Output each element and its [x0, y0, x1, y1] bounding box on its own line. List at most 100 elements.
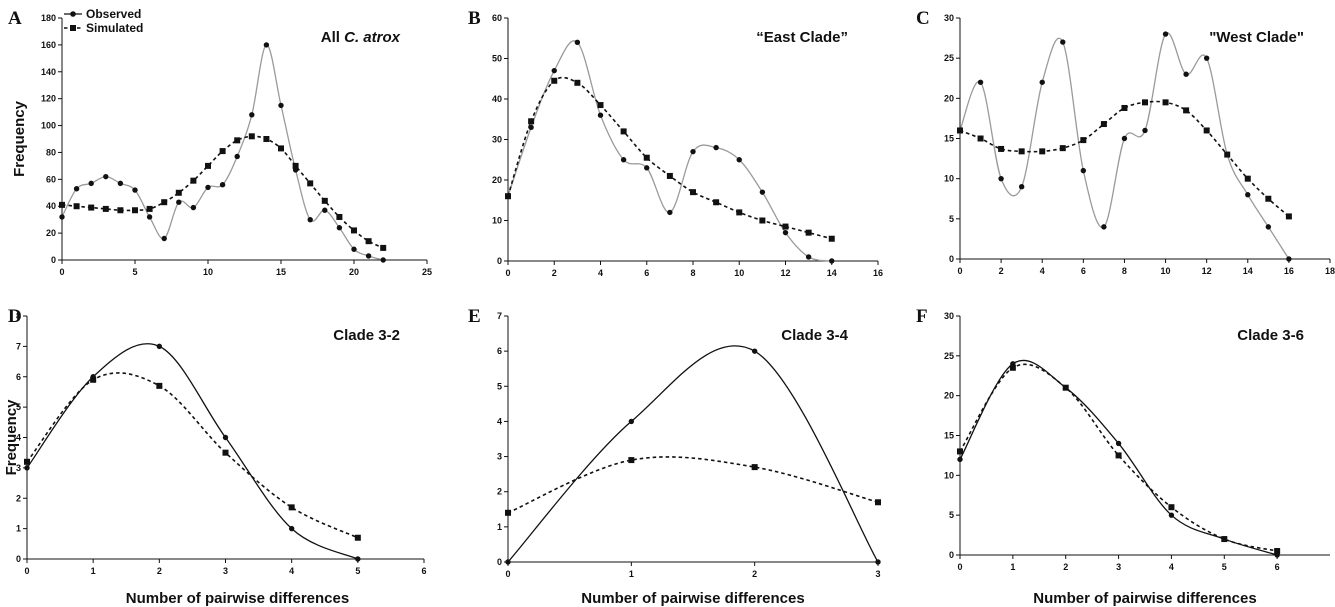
simulated-point-e — [628, 457, 635, 464]
simulated-point-c — [1039, 148, 1046, 155]
observed-point-c — [1265, 224, 1272, 230]
simulated-line-c — [959, 100, 1290, 218]
x-tick-label-f: 6 — [1275, 562, 1280, 572]
simulated-point-f — [1115, 452, 1122, 459]
y-tick-label-b: 10 — [492, 216, 502, 226]
x-tick-label-c: 2 — [999, 266, 1004, 276]
simulated-point-b — [782, 223, 789, 230]
observed-point-d — [156, 343, 163, 350]
observed-point-a — [190, 204, 197, 211]
x-tick-label-d: 2 — [157, 566, 162, 576]
y-tick-label-c: 30 — [944, 13, 954, 23]
panel-b: 0 10 20 30 40 50 60 0 2 4 6 8 10 12 14 16 B “East Clade” — [468, 8, 883, 278]
simulated-point-d — [354, 534, 361, 541]
simulated-point-b — [736, 209, 743, 216]
simulated-point-a — [351, 227, 357, 234]
simulated-point-c — [1203, 127, 1210, 134]
x-tick-label-a: 15 — [276, 267, 286, 277]
x-tick-label-f: 1 — [1010, 562, 1015, 572]
simulated-point-b — [666, 172, 673, 179]
observed-point-b — [782, 229, 789, 236]
observed-point-a — [351, 246, 357, 252]
simulated-point-c — [1285, 213, 1292, 220]
observed-point-b — [759, 189, 766, 195]
observed-point-f — [1115, 440, 1122, 447]
observed-point-c — [1203, 55, 1210, 61]
simulated-point-c — [1142, 99, 1148, 106]
simulated-point-e — [505, 509, 511, 516]
simulated-point-c — [1265, 195, 1272, 202]
simulated-line-a — [61, 135, 384, 249]
y-tick-label-c: 25 — [944, 53, 954, 63]
y-axis-label-d: Frequency — [3, 399, 20, 476]
x-tick-label-e: 1 — [629, 569, 634, 579]
x-tick-label-c: 4 — [1040, 266, 1045, 276]
simulated-point-a — [263, 136, 270, 142]
observed-point-b — [551, 67, 557, 74]
observed-point-b — [713, 144, 719, 151]
simulated-point-b — [690, 189, 696, 196]
x-tick-label-f: 2 — [1063, 562, 1068, 572]
observed-point-a — [307, 216, 313, 223]
observed-point-d — [222, 434, 229, 441]
panel-a: 0 20 40 60 80 100 120 140 160 180 0 5 10 15 20 25 A All C… — [8, 7, 432, 277]
observed-line-d — [26, 343, 359, 560]
y-tick-label-c: 0 — [949, 254, 954, 264]
x-tick-label-f: 4 — [1169, 562, 1174, 572]
y-tick-label-e: 7 — [497, 311, 502, 321]
observed-point-e — [751, 348, 758, 354]
legend-simulated-marker — [70, 25, 76, 31]
legend-simulated-label: Simulated — [86, 21, 143, 35]
panel-title-f: Clade 3-6 — [1237, 327, 1304, 344]
x-tick-label-a: 5 — [132, 267, 137, 277]
observed-line-c — [959, 32, 1290, 260]
observed-point-e — [505, 559, 511, 565]
panel-title-b: “East Clade” — [756, 29, 848, 46]
observed-point-c — [1162, 31, 1169, 37]
y-tick-label-e: 0 — [497, 557, 502, 567]
simulated-line-d — [26, 372, 359, 539]
simulated-point-d — [90, 376, 97, 383]
y-tick-label-a: 180 — [41, 13, 56, 23]
simulated-point-a — [307, 180, 314, 187]
simulated-point-c — [1018, 148, 1025, 155]
y-tick-label-f: 10 — [944, 470, 954, 480]
simulated-point-a — [102, 205, 109, 212]
observed-point-a — [336, 225, 343, 231]
x-tick-label-d: 4 — [289, 566, 294, 576]
observed-point-c — [1080, 167, 1087, 174]
x-tick-label-c: 10 — [1161, 266, 1171, 276]
observed-line-e — [507, 345, 879, 563]
observed-point-c — [1245, 192, 1251, 198]
y-tick-label-f: 20 — [944, 391, 954, 401]
simulated-point-c — [977, 135, 984, 142]
simulated-point-b — [551, 77, 558, 84]
x-tick-label-c: 12 — [1202, 266, 1212, 276]
panel-letter-a: A — [8, 8, 22, 29]
y-tick-label-e: 2 — [497, 487, 502, 497]
observed-point-d — [24, 465, 30, 471]
y-tick-label-f: 0 — [949, 550, 954, 560]
observed-point-b — [597, 112, 604, 118]
observed-point-c — [1183, 71, 1189, 77]
observed-point-b — [620, 157, 627, 163]
x-tick-label-b: 16 — [873, 268, 883, 278]
panel-letter-f: F — [916, 306, 928, 327]
y-tick-label-b: 40 — [492, 94, 502, 104]
x-tick-label-d: 3 — [223, 566, 228, 576]
y-tick-label-d: 5 — [16, 402, 21, 412]
y-tick-label-d: 7 — [16, 341, 21, 351]
simulated-point-d — [288, 504, 295, 511]
y-tick-label-c: 20 — [944, 93, 954, 103]
panel-title-c: "West Clade" — [1209, 29, 1304, 46]
x-tick-label-b: 8 — [690, 268, 695, 278]
y-tick-label-a: 60 — [46, 174, 56, 184]
y-tick-label-d: 8 — [16, 311, 21, 321]
observed-point-a — [132, 187, 138, 193]
simulated-point-a — [234, 137, 241, 144]
simulated-point-f — [1009, 364, 1016, 371]
x-tick-label-a: 20 — [349, 267, 359, 277]
x-tick-label-f: 5 — [1222, 562, 1227, 572]
simulated-point-d — [156, 382, 163, 389]
